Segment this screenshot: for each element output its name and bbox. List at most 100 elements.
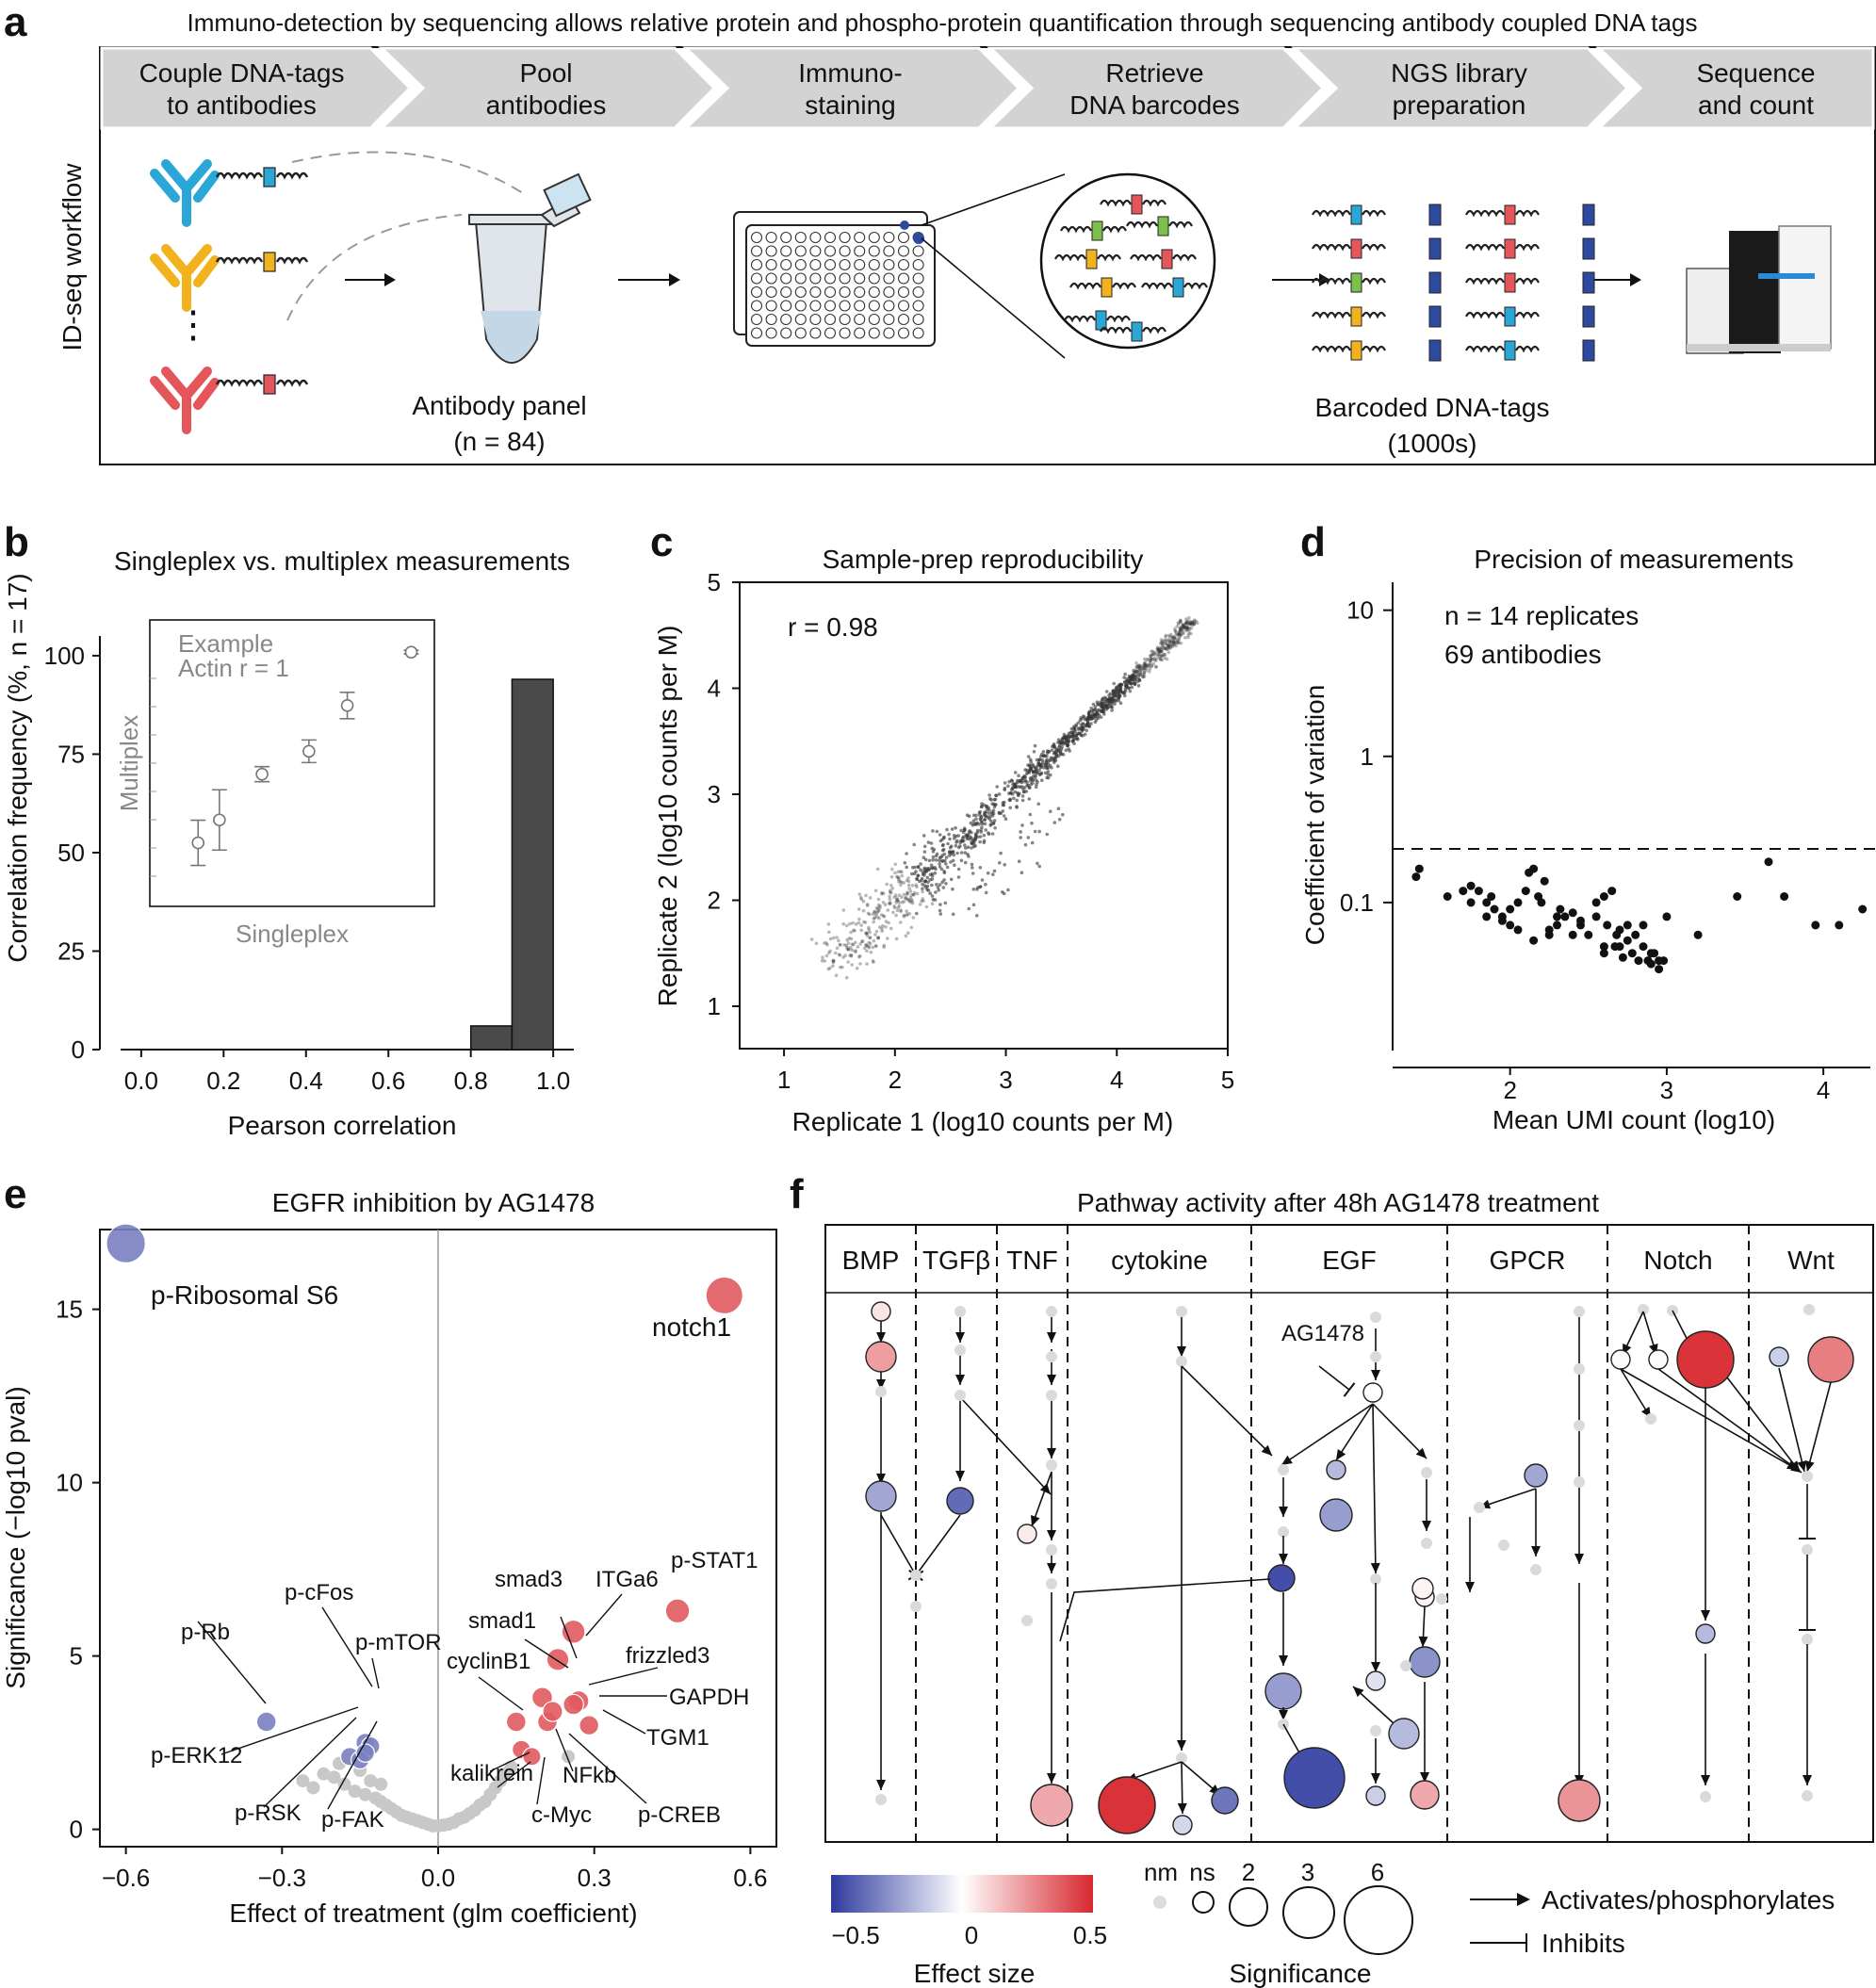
panel-d-points xyxy=(1411,857,1868,974)
scatter-point xyxy=(1157,652,1162,656)
antibody-arm xyxy=(182,159,212,193)
scatter-point xyxy=(935,852,939,856)
scatter-point xyxy=(1142,675,1147,678)
well xyxy=(897,313,910,326)
scatter-point xyxy=(1135,669,1140,674)
scatter-point xyxy=(1089,706,1093,710)
scatter-point xyxy=(876,897,881,902)
ns-point xyxy=(504,1760,518,1774)
scatter-point xyxy=(865,943,869,948)
well xyxy=(839,313,851,326)
scatter-point xyxy=(1061,753,1066,757)
scatter-point xyxy=(1064,748,1069,753)
scatter-point xyxy=(1141,675,1145,679)
scatter-point xyxy=(1184,620,1189,624)
workflow-step-chevron xyxy=(100,46,413,130)
dna-barcode xyxy=(263,374,276,395)
scatter-point xyxy=(1159,638,1164,642)
dna-barcode xyxy=(1350,272,1362,293)
point-label: p-CREB xyxy=(638,1802,721,1828)
scatter-point xyxy=(842,943,846,947)
scatter-point xyxy=(1076,737,1080,741)
panel-b-xlabel: Pearson correlation xyxy=(228,1111,457,1140)
workflow-step-line2: and count xyxy=(1698,90,1814,120)
scatter-point xyxy=(894,901,898,904)
edge-arrowhead xyxy=(1279,1554,1288,1564)
scatter-point xyxy=(930,894,935,898)
well xyxy=(839,272,851,285)
highlighted-well xyxy=(900,220,909,230)
scatter-point xyxy=(1173,627,1177,631)
scatter-point xyxy=(1172,643,1177,646)
dna-strand xyxy=(275,171,309,180)
scatter-point xyxy=(993,826,997,830)
pathway-edge xyxy=(1806,1381,1832,1473)
scatter-point xyxy=(1147,662,1151,666)
panel-d-title: Precision of measurements xyxy=(1474,545,1793,574)
scatter-point xyxy=(1179,619,1183,623)
scatter-point xyxy=(825,943,829,947)
scatter-point xyxy=(987,806,990,810)
scatter-point xyxy=(938,912,943,916)
tgfb-node xyxy=(946,1487,974,1515)
scatter-point xyxy=(1145,658,1150,661)
scatter-point xyxy=(1030,840,1035,845)
scatter-point xyxy=(1177,622,1181,627)
well xyxy=(809,272,822,285)
scatter-point xyxy=(1057,745,1061,749)
node-nm xyxy=(1645,1413,1656,1425)
scatter-point xyxy=(1107,697,1111,702)
scatter-point xyxy=(831,936,836,940)
significant-point xyxy=(563,1693,584,1716)
scatter-point xyxy=(915,891,920,896)
well xyxy=(794,231,807,244)
edge-arrowhead xyxy=(1371,1773,1380,1784)
scatter-point xyxy=(991,821,996,825)
scatter-point xyxy=(951,858,955,863)
antibody-light-chain xyxy=(193,171,220,203)
well xyxy=(897,300,910,312)
scatter-point xyxy=(1177,641,1181,644)
scatter-point xyxy=(1186,622,1190,626)
dna-strand xyxy=(1312,345,1351,353)
scatter-point xyxy=(827,930,831,935)
scatter-point xyxy=(942,878,946,882)
scatter-point xyxy=(1161,644,1166,648)
scatter-point xyxy=(875,915,879,919)
dna-strand xyxy=(1515,209,1540,218)
dna-strand xyxy=(1312,311,1351,319)
pathway-edge xyxy=(1372,1403,1377,1574)
node xyxy=(1409,1646,1441,1678)
scatter-point xyxy=(837,953,841,956)
scatter-point xyxy=(954,843,958,848)
scatter-point xyxy=(823,959,827,963)
well xyxy=(854,313,866,326)
scatter-point xyxy=(1194,619,1199,624)
well xyxy=(868,313,880,326)
scatter-point xyxy=(1135,669,1139,674)
scatter-point xyxy=(1040,752,1044,757)
sig-label-2: 2 xyxy=(1242,1858,1255,1886)
edge-arrowhead xyxy=(876,1474,886,1484)
node-nm xyxy=(1421,1467,1432,1478)
scatter-point xyxy=(990,832,995,836)
well xyxy=(854,272,866,285)
scatter-point xyxy=(820,958,824,963)
scatter-point xyxy=(1182,624,1185,627)
scatter-point xyxy=(1152,651,1156,655)
well xyxy=(854,285,866,299)
dna-strand xyxy=(1362,209,1386,218)
dna-strand xyxy=(1060,225,1092,234)
scatter-point xyxy=(1032,750,1036,754)
dna-barcode xyxy=(1350,340,1362,361)
pathway-edge xyxy=(1181,1365,1273,1457)
scatter-point xyxy=(1159,654,1164,658)
scatter-point xyxy=(938,908,942,913)
scatter-point xyxy=(940,854,944,857)
scatter-point xyxy=(978,809,982,814)
node-nm xyxy=(1370,1725,1381,1736)
scatter-point xyxy=(1171,635,1175,639)
scatter-point xyxy=(1149,654,1152,658)
edge-arrowhead xyxy=(1574,1554,1584,1564)
scatter-point xyxy=(984,882,987,887)
